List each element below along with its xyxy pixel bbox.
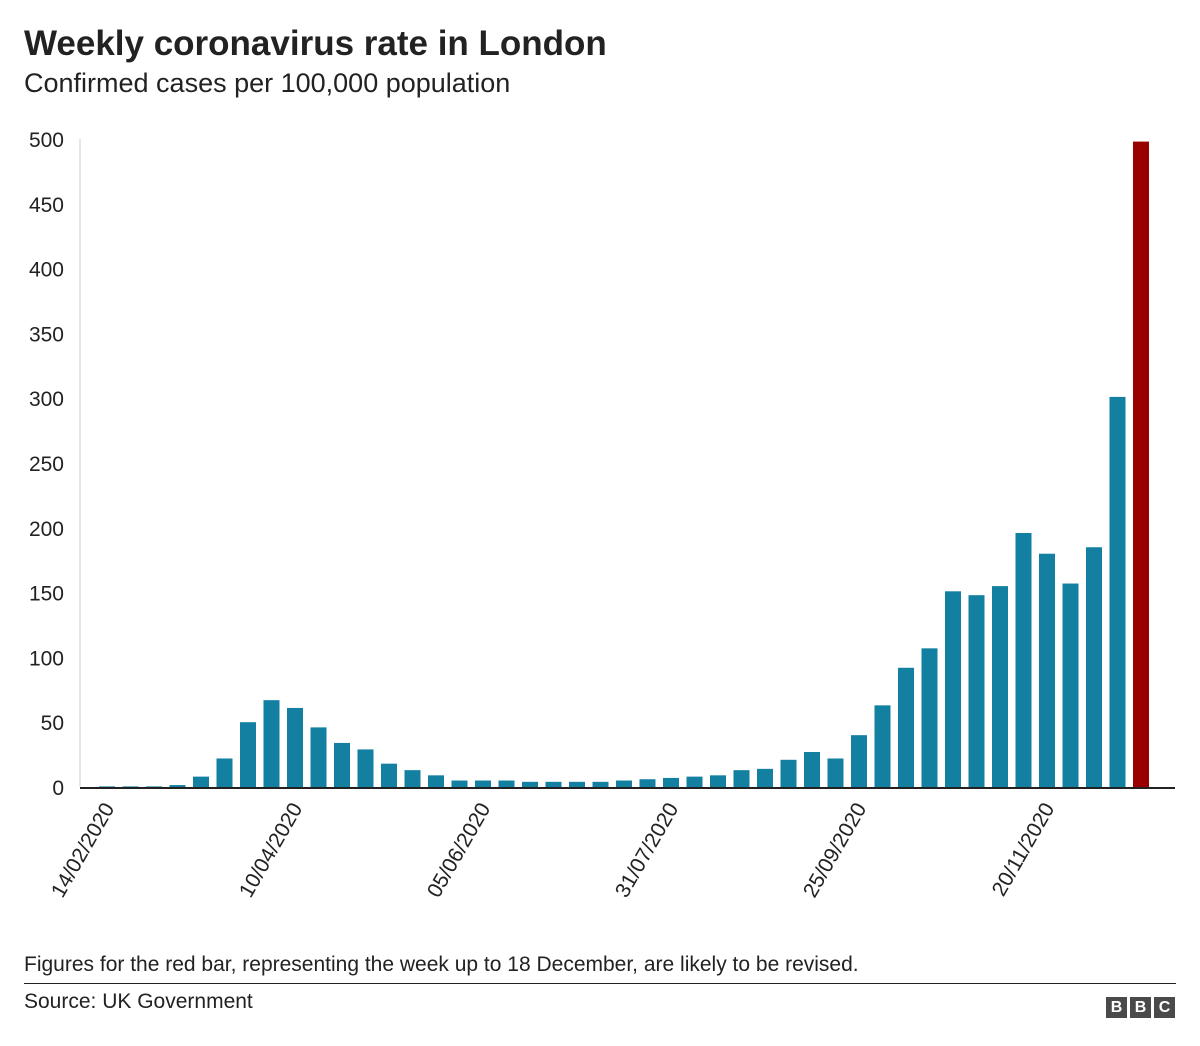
bar — [851, 735, 867, 787]
y-tick-label: 250 — [29, 453, 64, 476]
bar — [522, 781, 538, 787]
bar — [263, 700, 280, 787]
bar — [757, 768, 773, 787]
bar — [99, 786, 115, 787]
bar — [639, 779, 656, 787]
bar — [310, 727, 327, 787]
bar — [475, 780, 491, 787]
y-tick-label: 0 — [52, 777, 64, 800]
y-tick-label: 350 — [29, 323, 64, 346]
bar — [146, 786, 162, 787]
x-tick-label: 14/02/2020 — [47, 799, 119, 902]
bar — [663, 777, 679, 787]
y-tick-label: 200 — [29, 518, 64, 541]
bar — [169, 785, 186, 787]
footnote: Figures for the red bar, representing th… — [24, 953, 859, 976]
bar — [710, 775, 726, 787]
bar-chart: 0 50 100 150 200 250 300 350 400 450 500 14/02/2020… — [29, 129, 1175, 902]
bar — [193, 776, 209, 787]
bar — [1062, 583, 1079, 787]
bar — [1109, 396, 1126, 787]
y-tick-label: 400 — [29, 259, 64, 282]
bar-highlight — [1133, 141, 1149, 788]
bar — [569, 781, 585, 787]
y-tick-label: 150 — [29, 583, 64, 606]
bar — [1015, 532, 1032, 787]
bar — [1039, 553, 1055, 787]
bar — [451, 780, 468, 787]
bar — [945, 591, 961, 787]
x-tick-label: 10/04/2020 — [235, 799, 307, 902]
y-tick-label: 50 — [41, 712, 64, 735]
bar — [780, 759, 797, 787]
source-text: Source: UK Government — [24, 990, 253, 1013]
bar — [827, 758, 844, 787]
bar — [287, 707, 303, 787]
bar — [216, 758, 233, 787]
bar — [240, 722, 256, 787]
bar — [968, 595, 985, 787]
x-tick-label: 20/11/2020 — [988, 799, 1060, 900]
x-tick-label: 05/06/2020 — [423, 799, 495, 902]
y-tick-label: 300 — [29, 388, 64, 411]
bar — [992, 586, 1008, 787]
bar — [804, 752, 820, 787]
y-tick-label: 450 — [29, 194, 64, 217]
bar — [921, 648, 938, 787]
x-tick-label: 31/07/2020 — [611, 799, 683, 902]
bar — [428, 775, 444, 787]
bbc-logo-letter: B — [1130, 997, 1151, 1018]
y-tick-label: 100 — [29, 647, 64, 670]
bar — [616, 780, 632, 787]
bar — [545, 781, 562, 787]
bar — [404, 770, 421, 787]
bbc-logo-letter: B — [1106, 997, 1127, 1018]
footer-divider — [24, 983, 1176, 984]
chart-subtitle: Confirmed cases per 100,000 population — [24, 68, 511, 98]
bar — [1086, 547, 1102, 787]
bbc-logo: B B C — [1106, 997, 1175, 1018]
bar — [733, 770, 750, 787]
bar — [898, 667, 914, 787]
bar — [357, 749, 374, 787]
bbc-logo-letter: C — [1154, 997, 1175, 1018]
bar — [381, 763, 397, 787]
bar — [122, 786, 139, 787]
bar — [498, 780, 515, 787]
y-tick-label: 500 — [29, 129, 64, 152]
x-tick-label: 25/09/2020 — [799, 799, 871, 902]
bar — [686, 776, 703, 787]
chart-title: Weekly coronavirus rate in London — [24, 24, 607, 63]
bar — [874, 705, 891, 787]
bar — [592, 781, 609, 787]
bar — [334, 742, 350, 787]
